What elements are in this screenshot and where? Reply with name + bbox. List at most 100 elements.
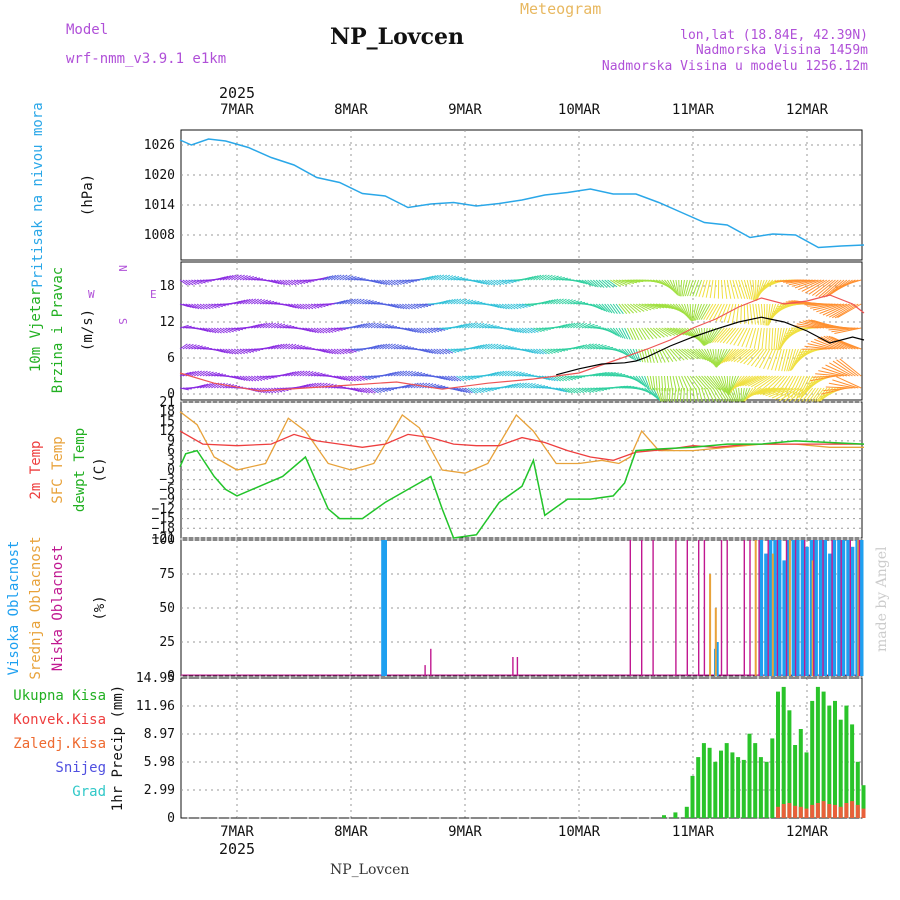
wind-barb bbox=[202, 370, 211, 377]
wind-barb bbox=[245, 298, 254, 305]
wind-barb bbox=[681, 303, 690, 319]
wind-barb bbox=[405, 347, 415, 350]
wind-barb bbox=[831, 303, 856, 319]
wind-barb bbox=[550, 348, 559, 353]
wind-barb bbox=[290, 303, 300, 309]
wind-barb bbox=[233, 300, 243, 305]
ytick-label: −18 bbox=[152, 521, 175, 536]
wind-barb bbox=[416, 327, 425, 334]
wind-barb bbox=[444, 275, 454, 281]
wind-barb bbox=[399, 303, 408, 310]
wind-barb bbox=[422, 303, 432, 307]
wind-barb bbox=[673, 387, 677, 404]
wind-barb bbox=[527, 275, 537, 281]
wind-barb bbox=[464, 299, 474, 305]
wind-barb bbox=[826, 279, 848, 298]
wind-barb bbox=[777, 327, 782, 351]
wind-barb bbox=[273, 343, 283, 350]
cloud-bar bbox=[652, 540, 654, 676]
wind-barb bbox=[718, 375, 727, 394]
wind-barb bbox=[490, 326, 500, 329]
wind-barb bbox=[535, 348, 544, 355]
wind-barb bbox=[669, 279, 678, 295]
wind-barb bbox=[808, 279, 831, 295]
compass-south: S bbox=[116, 318, 129, 325]
wind-barb bbox=[658, 327, 672, 337]
wind-barb bbox=[723, 279, 728, 299]
wind-barb bbox=[647, 387, 658, 399]
precip-bar bbox=[730, 752, 735, 818]
wind-barb bbox=[615, 327, 624, 339]
wind-side-label-1: 10m Vjetar bbox=[28, 288, 44, 372]
cloud-bar bbox=[720, 540, 723, 676]
wind-barb bbox=[498, 370, 507, 377]
ytick-label: 15 bbox=[159, 414, 175, 429]
wind-barb bbox=[350, 375, 359, 382]
wind-barb bbox=[604, 327, 615, 335]
wind-barb bbox=[601, 303, 610, 313]
wind-barb bbox=[578, 279, 588, 285]
wind-barb bbox=[270, 279, 280, 285]
wind-barb bbox=[487, 325, 497, 329]
wind-barb bbox=[650, 303, 665, 309]
wind-barb bbox=[356, 323, 365, 329]
wind-barb bbox=[655, 327, 669, 337]
wind-barb bbox=[544, 348, 553, 355]
wind-barb bbox=[524, 327, 533, 334]
wind-barb bbox=[319, 374, 329, 377]
wind-barb bbox=[709, 387, 720, 405]
wind-barb bbox=[501, 384, 511, 389]
wind-barb bbox=[362, 299, 371, 305]
wind-barb bbox=[798, 279, 822, 291]
wind-barb bbox=[726, 279, 732, 299]
wind-barb bbox=[629, 348, 637, 361]
wind-barb bbox=[279, 279, 288, 286]
bottom-day-label: 8MAR bbox=[334, 824, 368, 840]
wind-barb bbox=[733, 327, 745, 346]
wind-barb bbox=[533, 327, 542, 333]
wind-barb bbox=[530, 348, 539, 355]
wind-barb bbox=[359, 299, 368, 305]
wind-barb bbox=[350, 348, 360, 352]
wind-barb bbox=[609, 327, 620, 337]
wind-barb bbox=[333, 327, 343, 331]
wind-barb bbox=[726, 327, 739, 344]
wind-barb bbox=[444, 375, 453, 382]
panel-1: 0 6 12 18 bbox=[159, 261, 865, 409]
wind-barb bbox=[501, 370, 510, 377]
wind-barb bbox=[610, 373, 623, 377]
wind-barb bbox=[305, 279, 315, 282]
wind-barb bbox=[556, 324, 565, 329]
wind-barb bbox=[649, 375, 654, 391]
wind-barb bbox=[402, 279, 411, 284]
wind-barb bbox=[804, 345, 830, 350]
wind-barb bbox=[268, 322, 277, 329]
wind-barb bbox=[242, 298, 251, 305]
wind-barb bbox=[590, 343, 601, 350]
model-label: Model bbox=[66, 22, 108, 38]
footer-station: NP_Lovcen bbox=[330, 862, 409, 878]
wind-barb bbox=[248, 298, 257, 305]
wind-barb bbox=[336, 375, 346, 381]
wind-barb bbox=[672, 375, 677, 392]
wind-barb bbox=[604, 372, 616, 377]
ytick-label: −21 bbox=[152, 531, 175, 546]
wind-barb bbox=[367, 387, 376, 394]
wind-barb bbox=[231, 348, 239, 355]
wind-barb bbox=[718, 387, 729, 405]
precip-bar bbox=[861, 785, 866, 818]
wind-barb bbox=[194, 345, 203, 350]
wind-barb bbox=[433, 327, 443, 332]
wind-barb bbox=[507, 383, 516, 389]
wind-barb bbox=[573, 387, 582, 394]
wind-barb bbox=[222, 348, 231, 355]
wind-barb bbox=[404, 303, 413, 310]
precip-bar bbox=[701, 743, 706, 818]
wind-barb bbox=[593, 344, 604, 350]
wind-barb bbox=[558, 348, 569, 351]
wind-barb bbox=[191, 370, 200, 377]
wind-barb bbox=[310, 327, 319, 334]
cloud-bar bbox=[832, 540, 837, 676]
wind-barb bbox=[225, 348, 234, 355]
